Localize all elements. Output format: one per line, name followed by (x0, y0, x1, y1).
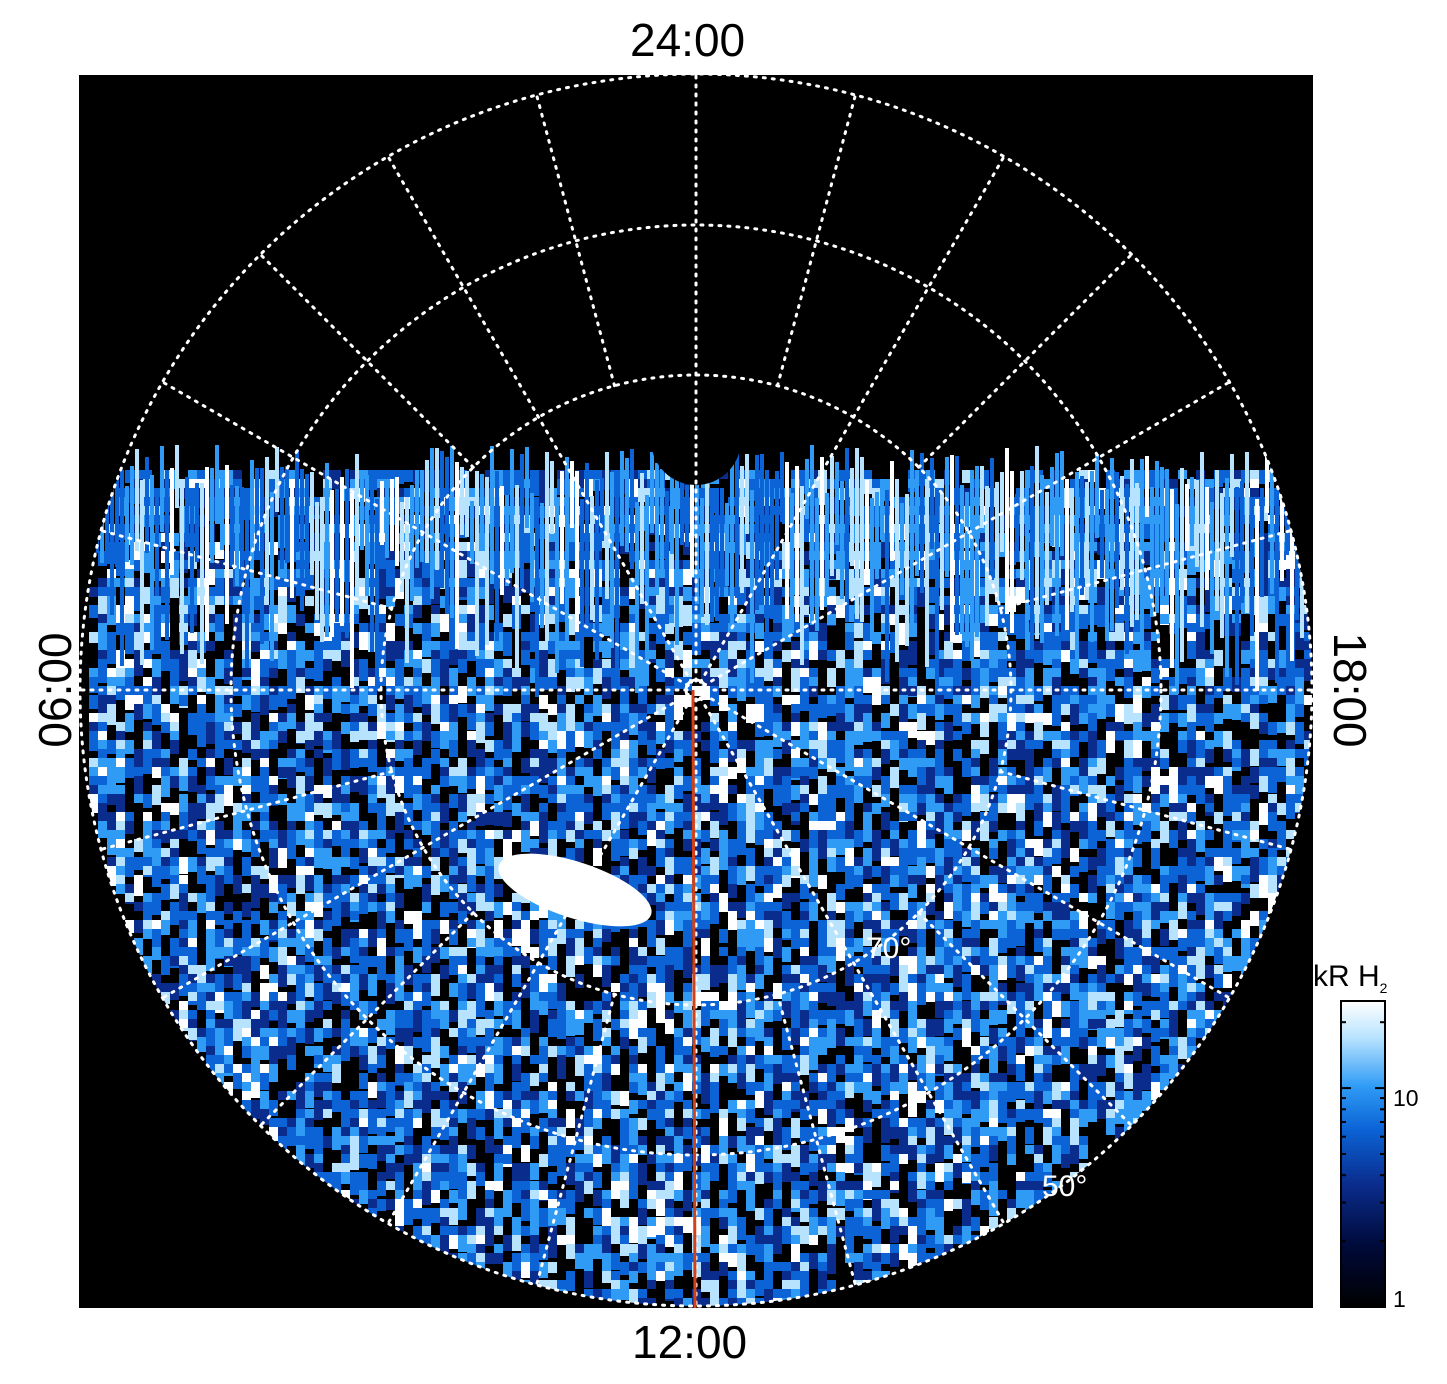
colorbar-tick-label-1: 1 (1393, 1286, 1406, 1312)
auroral-emission-image (89, 395, 1312, 1306)
colorbar-ticks (1341, 1021, 1385, 1308)
local-time-label-top: 24:00 (630, 14, 746, 66)
latitude-label-70: 70° (866, 932, 911, 965)
pole-marker (684, 678, 708, 702)
latitude-longitude-grid (79, 75, 1313, 1308)
noon-meridian-line (691, 689, 697, 1309)
latitude-label-50: 50° (1042, 1170, 1087, 1203)
colorbar (1340, 1000, 1386, 1308)
local-time-label-left: 06:00 (29, 632, 81, 748)
grid-circle-outer (79, 75, 1313, 1308)
local-time-label-right: 18:00 (1324, 632, 1376, 748)
colorbar-title: kR H2 (1313, 960, 1387, 996)
colorbar-unit: kR H (1313, 960, 1380, 993)
colorbar-tick-label-10: 10 (1393, 1085, 1419, 1111)
colorbar-unit-subscript: 2 (1379, 980, 1388, 996)
local-time-label-bottom: 12:00 (632, 1316, 748, 1368)
